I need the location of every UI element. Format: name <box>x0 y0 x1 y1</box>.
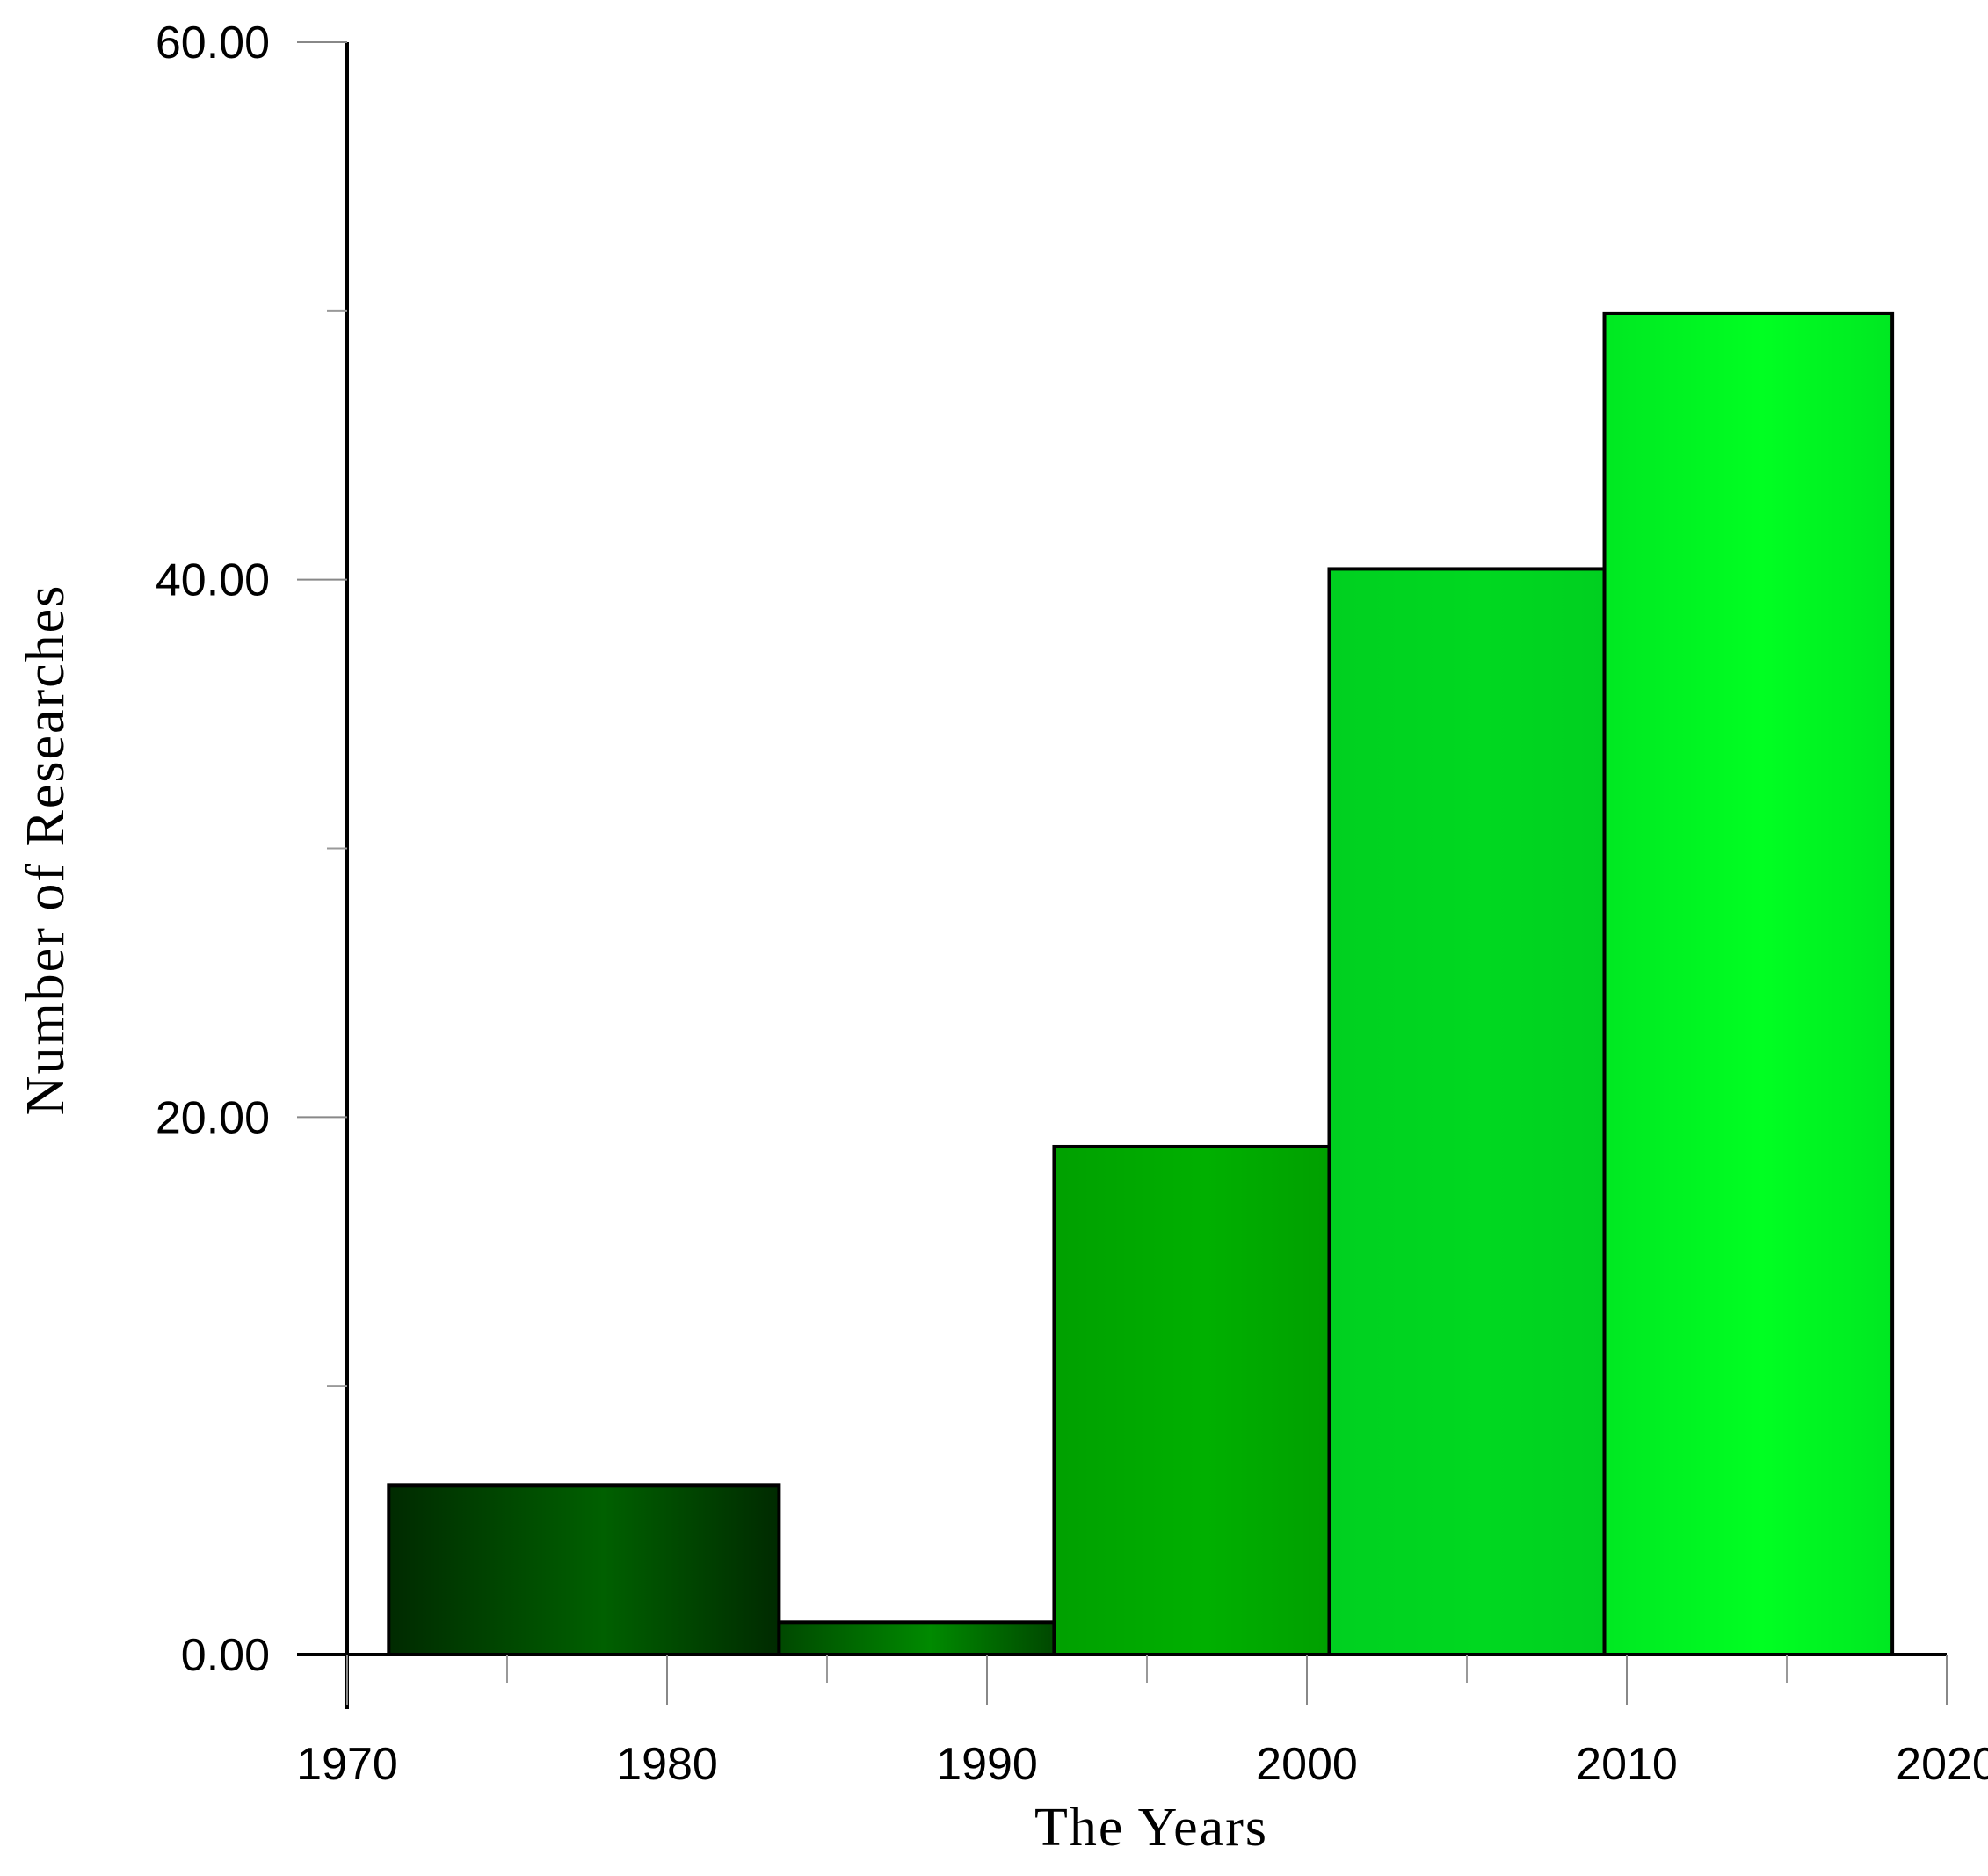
x-tick-label: 2010 <box>1576 1739 1678 1790</box>
histogram-bar <box>777 1620 1056 1657</box>
x-axis-title: The Years <box>1034 1798 1268 1858</box>
labels-layer: 0.00 20.00 40.00 60.00 1970 1980 1990 2000 2010 2… <box>156 18 1988 1790</box>
axes-layer <box>297 41 1948 1709</box>
bars-layer <box>387 311 1895 1657</box>
y-axis-title: Number of Researches <box>16 584 76 1116</box>
histogram-bar <box>1052 1144 1331 1656</box>
x-tick-label: 2020 <box>1896 1739 1988 1790</box>
histogram-bar <box>1327 567 1607 1656</box>
y-tick-label: 60.00 <box>156 18 270 69</box>
histogram-bar <box>387 1483 781 1656</box>
x-tick-label: 2000 <box>1256 1739 1358 1790</box>
y-tick-label: 40.00 <box>156 555 270 606</box>
x-tick-label: 1980 <box>616 1739 718 1790</box>
x-tick-label: 1970 <box>296 1739 398 1790</box>
y-tick-label: 0.00 <box>181 1630 270 1681</box>
y-tick-label: 20.00 <box>156 1092 270 1143</box>
x-tick-label: 1990 <box>936 1739 1038 1790</box>
histogram-bar <box>1602 311 1895 1656</box>
